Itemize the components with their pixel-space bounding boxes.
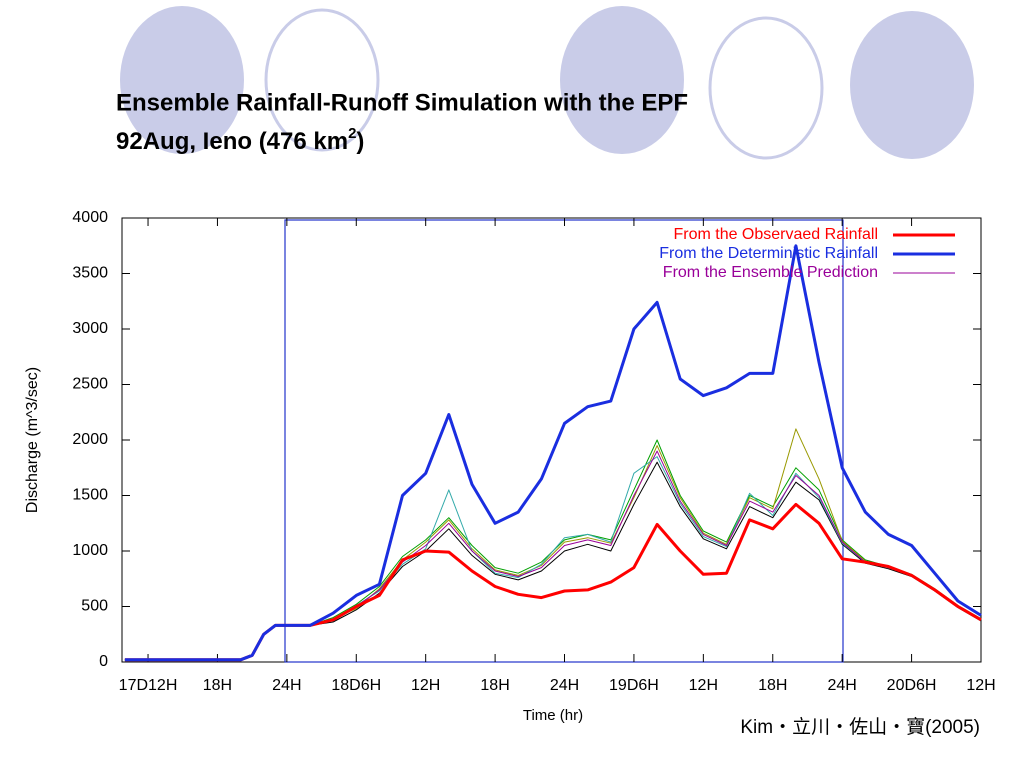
y-axis-label: Discharge (m^3/sec) (24, 367, 41, 513)
x-tick-label: 17D12H (119, 677, 178, 694)
x-tick-label: 12H (411, 677, 440, 694)
series-line (124, 502, 982, 662)
x-axis-label: Time (hr) (523, 707, 583, 724)
legend-label: From the Observaed Rainfall (673, 226, 878, 243)
x-tick-label: 18D6H (331, 677, 381, 694)
title-part: ) (356, 128, 364, 155)
x-tick-label: 19D6H (609, 677, 659, 694)
y-tick-label: 4000 (72, 209, 108, 226)
x-tick-label: 12H (689, 677, 718, 694)
y-tick-label: 2000 (72, 431, 108, 448)
x-tick-label: 24H (827, 677, 856, 694)
title-sup: 2 (348, 125, 356, 142)
plot: 0 500 1000 1500 2000 2500 3000 3500 4000 17D12H 18… (72, 209, 995, 694)
credit: Kim・立川・佐山・寶(2005) (740, 716, 980, 738)
x-tick-label: 18H (758, 677, 787, 694)
title-line: 92Aug, Ieno (476 km2) (116, 125, 364, 155)
series-line (124, 450, 982, 661)
y-tick-label: 1500 (72, 487, 108, 504)
y-tick-label: 3000 (72, 320, 108, 337)
period-box (284, 219, 844, 663)
y-tick-label: 1000 (72, 542, 108, 559)
x-tick-label: 24H (550, 677, 579, 694)
x-tick-label: 24H (272, 677, 301, 694)
x-tick-label: 18H (203, 677, 232, 694)
title-part: 92Aug, Ieno (476 km (116, 128, 348, 155)
y-tick-label: 500 (81, 598, 108, 615)
legend-label: From the Deterministic Rainfall (659, 245, 878, 262)
decoration (120, 6, 974, 160)
x-tick-label: 18H (480, 677, 509, 694)
y-tick-label: 0 (99, 653, 108, 670)
y-tick-label: 3500 (72, 265, 108, 282)
title-line: Ensemble Rainfall-Runoff Simulation with… (116, 89, 688, 116)
x-tick-label: 12H (966, 677, 995, 694)
x-tick-label: 20D6H (887, 677, 937, 694)
legend-label: From the Ensemble Prediction (663, 264, 878, 281)
series-line (124, 244, 982, 662)
series-line (124, 428, 982, 661)
y-tick-label: 2500 (72, 376, 108, 393)
